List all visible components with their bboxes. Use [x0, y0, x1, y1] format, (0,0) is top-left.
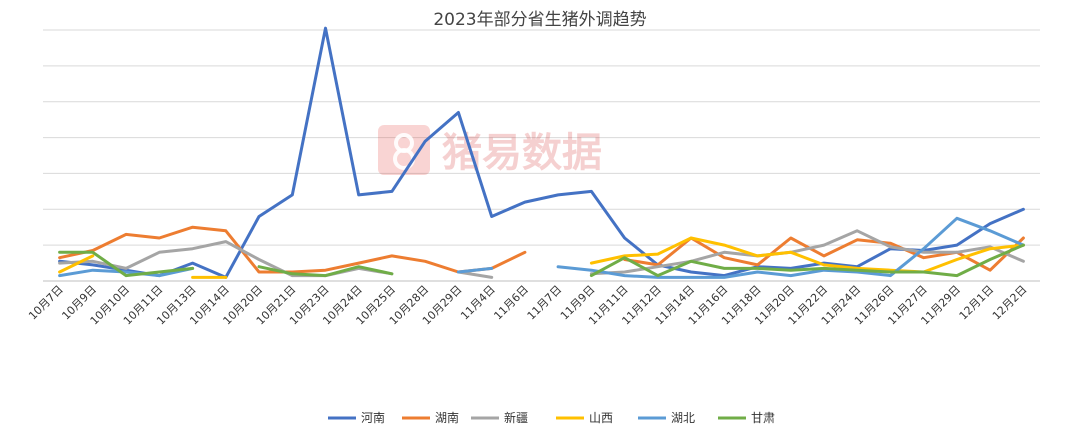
series-segment: [589, 236, 1025, 274]
legend-item: 甘肃: [718, 411, 775, 425]
legend-label: 甘肃: [751, 411, 775, 425]
watermark: 猪易数据: [378, 125, 602, 176]
x-tick-label: 11月6日: [491, 283, 531, 323]
series-line: [58, 26, 1025, 279]
chart-title: 2023年部分省生猪外调趋势: [433, 10, 646, 30]
x-axis: 10月7日10月9日10月10日10月11日10月13日10月14日10月20日…: [26, 280, 1040, 327]
legend-label: 山西: [589, 411, 613, 425]
x-tick-label: 12月2日: [990, 283, 1030, 323]
series-segment: [58, 250, 195, 278]
series-line: [58, 243, 1025, 278]
series-line: [58, 236, 1025, 279]
x-tick-label: 10月7日: [26, 283, 66, 323]
series-segment: [589, 229, 1025, 276]
legend-item: 山西: [556, 411, 613, 425]
series-segment: [58, 26, 1025, 279]
series-lines: [58, 26, 1025, 279]
legend: 河南 湖南 新疆 山西 湖北 甘肃: [328, 410, 775, 425]
legend-label: 湖南: [435, 410, 459, 425]
series-segment: [589, 243, 1025, 278]
series-segment: [556, 216, 1025, 279]
legend-item: 新疆: [471, 410, 528, 425]
x-tick-label: 12月1日: [957, 283, 997, 323]
logo-icon: [378, 125, 430, 175]
series-segment: [58, 254, 95, 274]
legend-item: 湖北: [638, 410, 695, 425]
series-segment: [456, 266, 494, 274]
gridlines: [43, 29, 1040, 246]
legend-label: 湖北: [671, 410, 695, 425]
series-segment: [58, 266, 195, 278]
series-segment: [257, 265, 394, 278]
x-tick-label: 11月7日: [525, 283, 565, 323]
series-line: [58, 216, 1025, 279]
series-line: [58, 225, 1025, 274]
legend-label: 河南: [361, 410, 385, 425]
series-segment: [58, 225, 527, 274]
legend-item: 河南: [328, 410, 385, 425]
x-tick-label: 11月4日: [458, 283, 498, 323]
watermark-text: 猪易数据: [442, 130, 602, 176]
legend-label: 新疆: [504, 410, 528, 425]
legend-item: 湖南: [402, 410, 459, 425]
